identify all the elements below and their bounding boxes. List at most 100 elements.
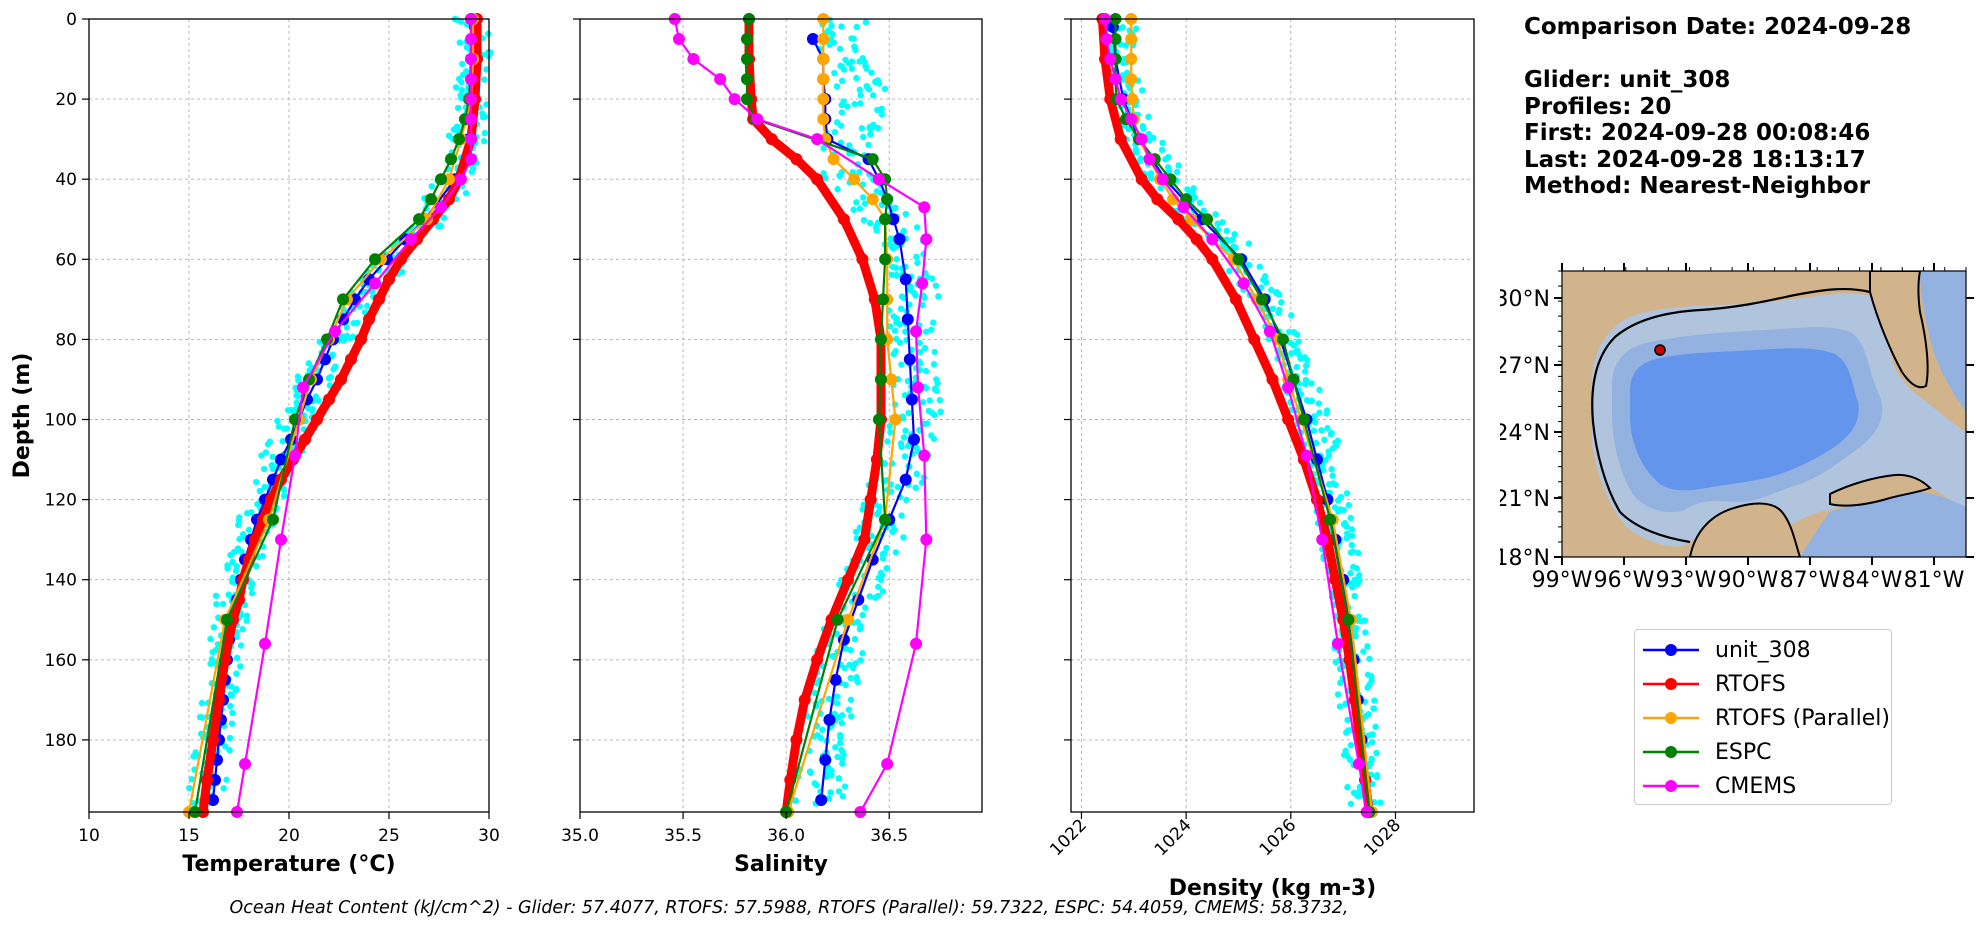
series-point-espc — [740, 33, 753, 46]
y-tick-label: 100 — [45, 411, 77, 431]
glider-scatter-point — [869, 92, 877, 99]
glider-scatter-point — [288, 406, 295, 414]
glider-scatter-point — [458, 86, 466, 94]
series-point-rtofs — [383, 273, 395, 286]
glider-scatter-point — [922, 328, 930, 335]
glider-scatter-point — [233, 547, 240, 555]
glider-scatter-point — [828, 22, 835, 29]
interpolation-method: Method: Nearest-Neighbor — [1524, 173, 1871, 199]
glider-scatter-point — [462, 190, 470, 197]
glider-scatter-point — [1332, 658, 1339, 666]
glider-scatter-point — [1327, 430, 1335, 438]
glider-scatter-point — [1158, 146, 1166, 154]
series-point-unit-308 — [806, 33, 819, 46]
glider-scatter-point — [275, 423, 283, 430]
series-point-espc — [1256, 293, 1269, 306]
glider-scatter-point — [1347, 800, 1355, 807]
glider-scatter-point — [1311, 418, 1319, 426]
glider-scatter-point — [1219, 219, 1226, 226]
glider-scatter-point — [875, 583, 882, 591]
x-tick-label: 35.5 — [664, 826, 702, 846]
glider-scatter-point — [1190, 185, 1197, 192]
glider-scatter-point — [227, 702, 234, 710]
glider-scatter-point — [248, 509, 255, 516]
x-axis-label: Temperature (°C) — [182, 852, 395, 877]
series-point-unit-308 — [901, 313, 914, 326]
glider-scatter-point — [842, 681, 849, 689]
glider-scatter-point — [845, 60, 853, 67]
glider-scatter-point — [294, 392, 302, 400]
glider-scatter-point — [1262, 272, 1269, 280]
series-point-rtofs — [856, 253, 869, 266]
glider-scatter-point — [1191, 194, 1199, 201]
glider-scatter-point — [922, 384, 930, 392]
glider-scatter-point — [1350, 789, 1358, 797]
glider-scatter-point — [1331, 504, 1339, 511]
glider-scatter-point — [236, 535, 243, 543]
glider-scatter-point — [226, 746, 233, 754]
glider-scatter-point — [1232, 244, 1239, 251]
glider-scatter-point — [1269, 305, 1277, 312]
map-florida — [1869, 271, 1929, 389]
glider-scatter-point — [468, 168, 475, 175]
series-point-rtofs — [1206, 253, 1219, 266]
series-point-cmems — [465, 53, 477, 66]
glider-scatter-point — [853, 535, 861, 542]
series-point-cmems — [912, 381, 925, 394]
glider-scatter-point — [820, 144, 827, 152]
glider-scatter-point — [898, 293, 906, 300]
glider-scatter-point — [1139, 87, 1146, 94]
glider-scatter-point — [1137, 155, 1144, 162]
glider-scatter-point — [844, 103, 851, 110]
glider-scatter-point — [237, 642, 245, 649]
y-tick-label: 60 — [55, 250, 77, 270]
series-point-rtofs-parallel- — [817, 33, 830, 46]
series-point-rtofs — [864, 493, 877, 506]
glider-scatter-point — [852, 46, 859, 54]
glider-scatter-point — [1344, 784, 1351, 791]
glider-scatter-point — [862, 19, 870, 26]
map-gulf-coastline-south — [1619, 511, 1691, 544]
map-lon-label: 84°W — [1842, 568, 1903, 593]
series-point-espc — [1232, 253, 1245, 266]
glider-scatter-point — [919, 398, 927, 406]
glider-scatter-point — [1334, 437, 1342, 444]
glider-scatter-point — [913, 470, 920, 478]
glider-scatter-point — [856, 524, 864, 531]
glider-scatter-point — [850, 35, 857, 42]
glider-scatter-point — [889, 263, 897, 271]
profile-panel-3: 1022 1024 1026 1028 Density (kg m-3) — [1046, 13, 1475, 901]
glider-scatter-point — [1373, 772, 1381, 779]
glider-scatter-point — [833, 693, 841, 700]
glider-scatter-point — [904, 377, 912, 385]
glider-scatter-point — [1344, 716, 1351, 724]
glider-scatter-point — [309, 406, 316, 413]
series-point-cmems — [465, 133, 477, 146]
series-point-cmems — [465, 153, 477, 166]
glider-scatter-point — [295, 376, 302, 384]
glider-scatter-point — [1343, 490, 1351, 497]
glider-scatter-point — [838, 109, 846, 116]
series-point-rtofs — [373, 293, 385, 306]
glider-scatter-point — [1343, 729, 1350, 736]
glider-scatter-point — [852, 660, 859, 667]
glider-scatter-point — [243, 612, 250, 619]
series-point-cmems — [811, 133, 824, 146]
glider-scatter-point — [863, 83, 870, 90]
glider-scatter-point — [916, 359, 924, 367]
series-point-cmems — [872, 173, 885, 186]
glider-scatter-point — [330, 366, 337, 373]
glider-scatter-point — [836, 45, 844, 53]
glider-scatter-point — [212, 592, 220, 599]
series-point-rtofs-parallel- — [1125, 53, 1138, 66]
first-profile-time: First: 2024-09-28 00:08:46 — [1524, 120, 1871, 146]
glider-scatter-point — [1312, 439, 1320, 447]
glider-scatter-point — [219, 600, 227, 608]
glider-scatter-point — [914, 259, 921, 267]
map-ticks: 30°N 27°N 24°N 21°N 18°N99°W 96°W 93°W 90°W 87°W… — [1500, 263, 1974, 593]
x-tick-label: 25 — [378, 826, 400, 846]
glider-scatter-point — [831, 128, 839, 136]
series-point-unit-308 — [899, 473, 912, 486]
series-point-espc — [1342, 613, 1355, 626]
glider-scatter-point — [1346, 756, 1354, 763]
